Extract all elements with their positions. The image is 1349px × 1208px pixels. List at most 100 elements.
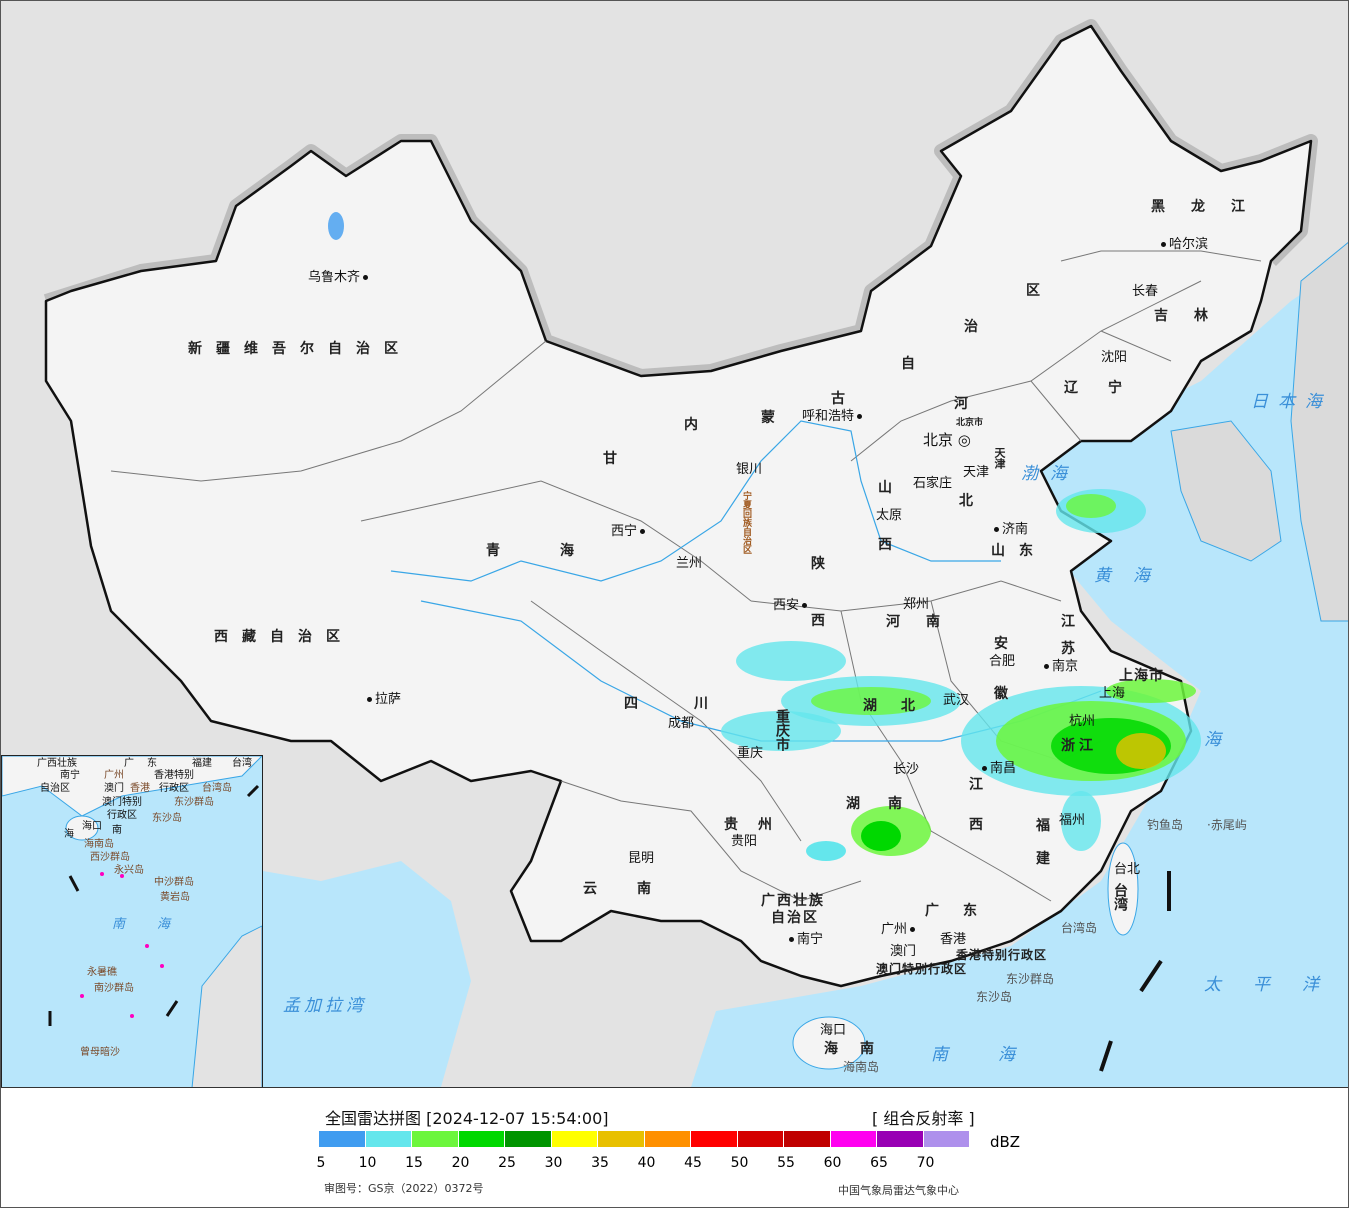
- color-swatch: [877, 1131, 924, 1147]
- city-kunming: 昆明: [628, 851, 655, 866]
- city-hohhot: 呼和浩特: [802, 410, 865, 423]
- province-guangxi-2: 自治区: [771, 910, 819, 926]
- province-hongkong: 香港特别行政区: [956, 948, 1048, 962]
- sea-japan: 日本海: [1251, 392, 1332, 412]
- inset-label: 永暑礁: [87, 967, 117, 978]
- korea-japan-land: [1170, 241, 1348, 622]
- province-tianjin: 天津: [993, 447, 1006, 469]
- city-changchun: 长春: [1132, 284, 1159, 299]
- city-fuzhou: 福州: [1059, 813, 1086, 828]
- sea-bengal: 孟加拉湾: [283, 996, 367, 1016]
- scale-tick-label: 45: [684, 1155, 702, 1171]
- province-gansu: 甘: [603, 451, 631, 467]
- inset-label: 广: [124, 758, 134, 769]
- province-guangxi-1: 广西壮族: [761, 893, 825, 909]
- inset-label: 南宁: [60, 770, 80, 781]
- city-haikou: 海口: [820, 1023, 847, 1038]
- inset-label: 西沙群岛: [90, 852, 130, 863]
- color-swatch: [412, 1131, 459, 1147]
- city-beijing[interactable]: 北京 ◎: [923, 431, 971, 449]
- inset-label: 中沙群岛: [154, 877, 194, 888]
- inset-label: 南: [112, 917, 138, 932]
- inset-label: 澳门: [104, 783, 124, 794]
- agency-credit: 中国气象局雷达气象中心: [838, 1184, 959, 1197]
- island-diaoyu: 钓鱼岛: [1147, 818, 1184, 832]
- island-dongsha: 东沙岛: [976, 990, 1013, 1004]
- city-jinan: 济南: [991, 523, 1028, 536]
- sea-bohai: 渤海: [1021, 464, 1079, 484]
- scale-tick-label: 20: [451, 1155, 470, 1171]
- inset-label: 南沙群岛: [94, 983, 134, 994]
- inset-label: 广西壮族: [37, 758, 77, 769]
- island-chiwei: ·赤尾屿: [1207, 818, 1247, 832]
- taiwan-island: [1107, 842, 1139, 936]
- hainan-island: [792, 1016, 866, 1070]
- province-macau: 澳门特别行政区: [876, 962, 968, 976]
- city-harbin: 哈尔滨: [1158, 238, 1208, 251]
- city-shijiazhuang: 石家庄: [913, 476, 953, 491]
- color-swatch: [923, 1131, 970, 1147]
- province-liaoning: 辽宁: [1064, 380, 1152, 396]
- city-lanzhou: 兰州: [676, 556, 703, 571]
- province-shanxi-2: 西: [878, 537, 906, 553]
- province-sichuan: 四川: [624, 696, 764, 712]
- province-neimenggu-4: 自: [901, 356, 929, 372]
- inset-label: 海口: [82, 821, 102, 832]
- scale-tick-label: 65: [870, 1155, 888, 1171]
- inset-canvas: [2, 756, 262, 1087]
- city-zhengzhou: 郑州: [903, 597, 930, 612]
- province-anhui-2: 徽: [994, 686, 1022, 702]
- city-changsha: 长沙: [893, 762, 920, 777]
- color-swatch: [319, 1131, 366, 1147]
- city-macau: 澳门: [890, 944, 917, 959]
- inset-label: 黄岩岛: [160, 892, 190, 903]
- sea-donghai: 海: [1204, 730, 1233, 750]
- inset-label: 广州: [104, 770, 124, 781]
- city-taipei: 台北: [1114, 862, 1141, 877]
- color-swatch: [365, 1131, 412, 1147]
- scale-tick-label: 10: [358, 1155, 377, 1171]
- city-hefei: 合肥: [989, 654, 1016, 669]
- color-swatch: [784, 1131, 831, 1147]
- province-shaanxi-1: 陕: [811, 556, 839, 572]
- island-taiwan: 台湾岛: [1061, 921, 1098, 935]
- province-guizhou: 贵州: [724, 817, 792, 833]
- radar-map[interactable]: 新疆维吾尔自治区 西藏自治区 青海 甘 内 蒙 古 自 治 区 黑龙江 吉林 辽…: [1, 1, 1348, 1088]
- color-swatch: [644, 1131, 691, 1147]
- inset-label: 东: [147, 758, 157, 769]
- map-canvas: [43, 19, 1348, 1087]
- scale-tick-label: 70: [916, 1155, 935, 1171]
- city-hongkong: 香港: [940, 932, 967, 947]
- scale-tick-label: 40: [637, 1155, 656, 1171]
- inset-label: 东沙岛: [152, 813, 182, 824]
- province-xinjiang: 新疆维吾尔自治区: [188, 341, 412, 357]
- scale-tick-label: 50: [730, 1155, 749, 1171]
- province-ningxia: 宁夏回族自治区: [741, 491, 751, 554]
- province-hunan-1: 湖: [846, 796, 874, 812]
- province-beijing: 北京市: [956, 418, 984, 428]
- scale-tick-label: 60: [823, 1155, 842, 1171]
- product-type: [ 组合反射率 ]: [872, 1109, 975, 1128]
- south-china-sea-inset: 广西壮族 南宁 自治区 广 东 广州 澳门 香港 香港特别 行政区 澳门特别 行…: [1, 755, 263, 1087]
- island-dongsha-qundao: 东沙群岛: [1006, 972, 1055, 986]
- color-swatch: [551, 1131, 598, 1147]
- sea-nanhai: 南海: [931, 1045, 1065, 1065]
- inset-label: 台湾: [232, 758, 252, 769]
- inset-label: 香港: [130, 783, 150, 794]
- city-xian: 西安: [773, 599, 810, 612]
- inset-label: 永兴岛: [114, 865, 144, 876]
- city-yinchuan: 银川: [736, 462, 763, 477]
- city-nanjing: 南京: [1041, 660, 1078, 673]
- color-swatch: [830, 1131, 877, 1147]
- inset-label: 福建: [192, 758, 212, 769]
- color-swatch: [691, 1131, 738, 1147]
- sea-pacific: 太平洋: [1204, 975, 1348, 995]
- city-shanghai: 上海: [1099, 686, 1126, 701]
- inset-label: 曾母暗沙: [80, 1047, 120, 1058]
- province-jiangxi-1: 江: [969, 777, 997, 793]
- scale-tick-label: 5: [316, 1155, 326, 1171]
- city-hangzhou: 杭州: [1069, 714, 1096, 729]
- inset-label: 海南岛: [84, 839, 114, 850]
- province-fujian-1: 福: [1036, 818, 1064, 834]
- province-henan: 河南: [886, 614, 966, 630]
